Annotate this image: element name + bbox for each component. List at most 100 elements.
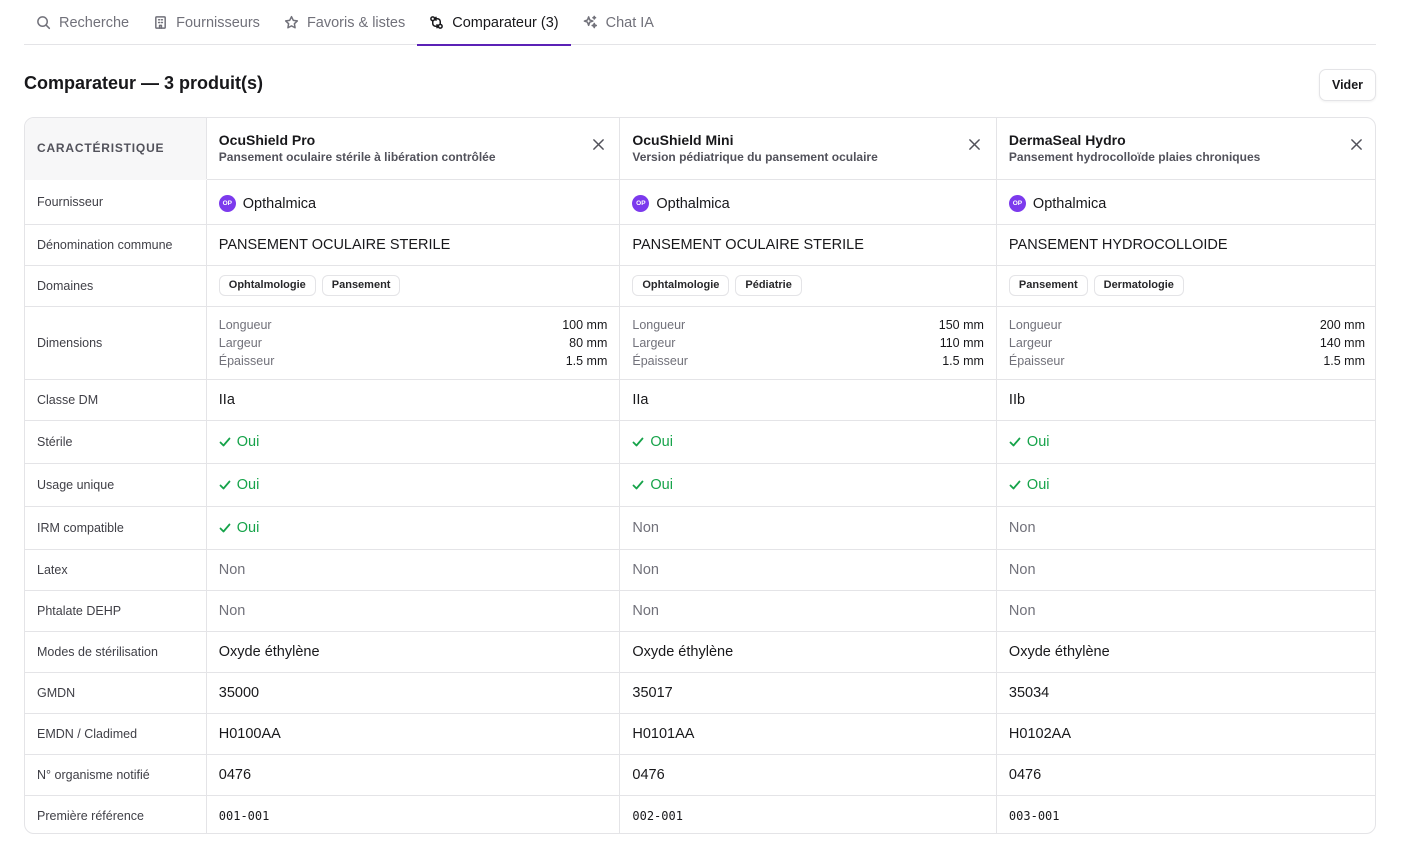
product-name: OcuShield Mini — [632, 131, 734, 148]
search-icon — [37, 16, 51, 30]
tab-label: Comparateur (3) — [452, 14, 559, 31]
dehp-cell: Non — [206, 590, 621, 632]
dim-value: 100 mm — [562, 317, 608, 332]
sterilisation-cell: Oxyde éthylène — [206, 631, 621, 673]
close-icon — [592, 138, 604, 150]
classe-cell: IIa — [206, 379, 621, 421]
organisme-cell: 0476 — [206, 754, 621, 796]
tab-label: Fournisseurs — [176, 14, 260, 31]
bool-value: Oui — [236, 433, 260, 450]
dim-label: Épaisseur — [218, 353, 275, 368]
bool-value: Oui — [236, 476, 260, 493]
dimensions-cell: Longueur 200 mm Largeur 140 mm Épaisseur 1.… — [996, 306, 1375, 380]
row-label: Latex — [25, 549, 207, 591]
emdn-cell: H0102AA — [996, 713, 1375, 755]
product-header: DermaSeal Hydro Pansement hydrocolloïde … — [996, 118, 1375, 180]
sparkles-icon — [583, 15, 597, 29]
latex-cell: Non — [619, 549, 997, 591]
row-label: EMDN / Cladimed — [25, 713, 207, 755]
emdn-cell: H0100AA — [206, 713, 621, 755]
table-row-dehp: Phtalate DEHP Non Non Non — [25, 590, 1375, 632]
row-label: Dénomination commune — [25, 224, 207, 266]
domains-cell: Ophtalmologie Pansement — [206, 265, 621, 307]
denomination-cell: PANSEMENT HYDROCOLLOIDE — [996, 224, 1375, 266]
product-description: Version pédiatrique du pansement oculair… — [632, 149, 878, 164]
dim-value: 150 mm — [938, 317, 984, 332]
table-row-emdn: EMDN / Cladimed H0100AA H0101AA H0102AA — [25, 713, 1375, 755]
dehp-cell: Non — [996, 590, 1375, 632]
supplier-avatar: OP — [218, 195, 236, 212]
supplier-name[interactable]: Opthalmica — [242, 195, 317, 212]
check-icon — [219, 523, 231, 532]
classe-cell: IIb — [996, 379, 1375, 421]
latex-cell: Non — [996, 549, 1375, 591]
row-label: Fournisseur — [25, 179, 207, 225]
check-icon — [219, 437, 231, 446]
table-row-fournisseur: Fournisseur OP Opthalmica OP Opthalmica OP… — [25, 179, 1375, 225]
remove-product-button[interactable] — [589, 135, 607, 153]
domain-chip: Pansement — [1008, 275, 1088, 296]
irm-cell: Non — [619, 506, 997, 550]
remove-product-button[interactable] — [1347, 135, 1365, 153]
dim-value: 1.5 mm — [1323, 353, 1365, 368]
dim-value: 110 mm — [939, 335, 984, 350]
irm-cell: Oui — [206, 506, 621, 550]
row-label: Usage unique — [25, 463, 207, 507]
supplier-name[interactable]: Opthalmica — [1032, 195, 1107, 212]
row-label: Classe DM — [25, 379, 207, 421]
bool-value: Oui — [236, 519, 260, 536]
remove-product-button[interactable] — [966, 135, 984, 153]
tab-recherche[interactable]: Recherche — [24, 0, 141, 45]
bool-value: Oui — [1026, 476, 1050, 493]
dimensions-cell: Longueur 150 mm Largeur 110 mm Épaisseur 1.… — [619, 306, 997, 380]
bool-value: Oui — [650, 476, 673, 493]
compare-icon — [430, 16, 444, 29]
tab-chat-ia[interactable]: Chat IA — [571, 0, 666, 45]
domain-chip: Pédiatrie — [735, 275, 802, 296]
reference-cell: 002-001 — [619, 795, 997, 833]
supplier-cell: OP Opthalmica — [996, 179, 1375, 225]
row-label: Stérile — [25, 420, 207, 464]
check-icon — [1009, 480, 1021, 489]
table-row-sterile: Stérile Oui Oui Oui — [25, 420, 1375, 464]
table-row-denomination: Dénomination commune PANSEMENT OCULAIRE … — [25, 224, 1375, 266]
supplier-name[interactable]: Opthalmica — [656, 195, 730, 212]
table-row-latex: Latex Non Non Non — [25, 549, 1375, 591]
clear-button[interactable]: Vider — [1319, 69, 1376, 101]
product-name: DermaSeal Hydro — [1008, 131, 1126, 148]
gmdn-cell: 35017 — [619, 672, 997, 714]
product-header: OcuShield Mini Version pédiatrique du pa… — [619, 118, 997, 180]
tab-label: Favoris & listes — [306, 14, 406, 31]
dim-label: Épaisseur — [1008, 353, 1065, 368]
row-label: N° organisme notifié — [25, 754, 207, 796]
dim-value: 140 mm — [1319, 335, 1365, 350]
check-icon — [632, 480, 644, 489]
row-label: Première référence — [25, 795, 207, 833]
table-row-reference: Première référence 001-001 002-001 003-0… — [25, 795, 1375, 833]
dim-label: Longueur — [218, 317, 272, 332]
product-name: OcuShield Pro — [218, 131, 316, 148]
table-row-irm: IRM compatible Oui Non Non — [25, 506, 1375, 550]
supplier-cell: OP Opthalmica — [619, 179, 997, 225]
row-label: Dimensions — [25, 306, 207, 380]
table-row-domaines: Domaines Ophtalmologie Pansement Ophtalmo… — [25, 265, 1375, 307]
table-row-gmdn: GMDN 35000 35017 35034 — [25, 672, 1375, 714]
domain-chip: Dermatologie — [1093, 275, 1184, 296]
row-label: Phtalate DEHP — [25, 590, 207, 632]
usage-cell: Oui — [206, 463, 621, 507]
supplier-avatar: OP — [1008, 195, 1026, 212]
dehp-cell: Non — [619, 590, 997, 632]
supplier-avatar: OP — [632, 195, 650, 212]
sterile-cell: Oui — [996, 420, 1375, 464]
tab-label: Recherche — [59, 14, 130, 31]
check-icon — [219, 480, 231, 489]
dim-label: Largeur — [632, 335, 676, 350]
tab-comparateur[interactable]: Comparateur (3) — [417, 0, 572, 46]
tab-fournisseurs[interactable]: Fournisseurs — [141, 0, 272, 45]
building-icon — [155, 16, 167, 29]
main-tabs: Recherche Fournisseurs Favoris & listes … — [24, 0, 1376, 46]
row-label: GMDN — [25, 672, 207, 714]
tab-favoris[interactable]: Favoris & listes — [272, 0, 417, 45]
domain-chip: Ophtalmologie — [632, 275, 730, 296]
sterile-cell: Oui — [619, 420, 997, 464]
